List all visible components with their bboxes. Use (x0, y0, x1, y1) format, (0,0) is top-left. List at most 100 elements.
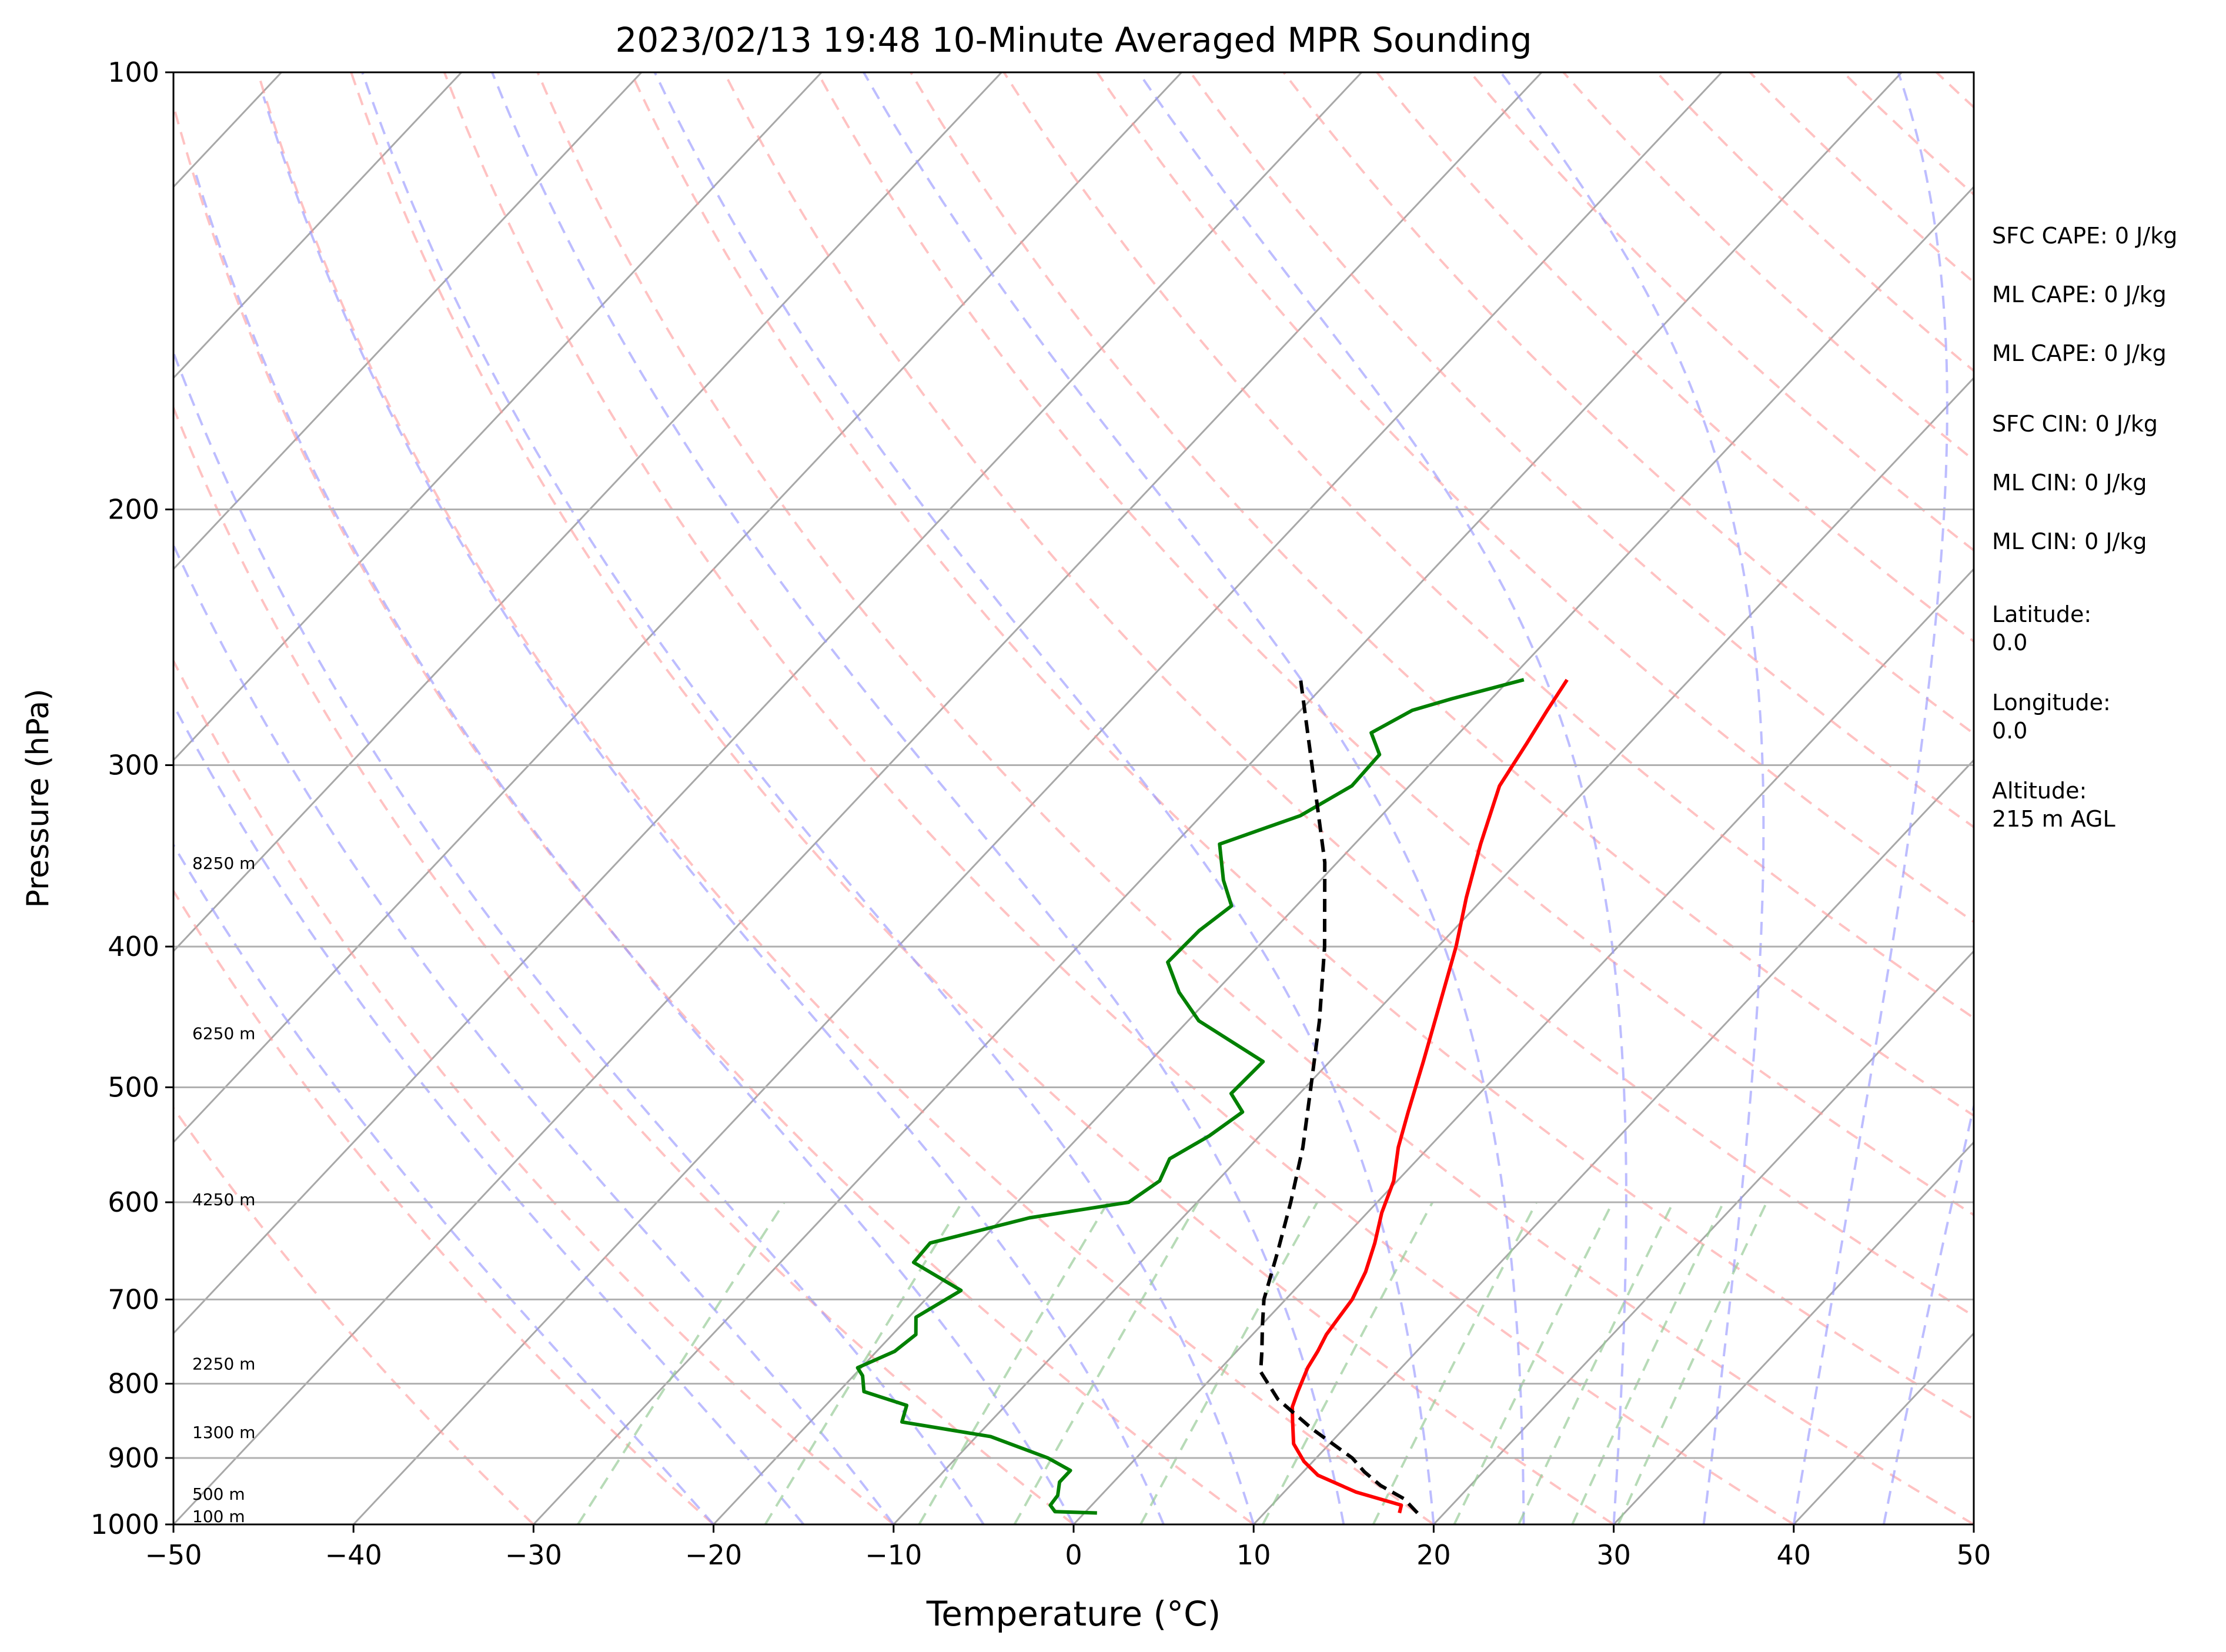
longitude-value: 0.0 (1992, 718, 2027, 744)
moist-adiabat-line (863, 72, 1525, 1524)
x-tick-label: 0 (1065, 1539, 1082, 1571)
moist-adiabat-line (1137, 72, 1627, 1524)
isotherm-line (1072, 567, 1974, 1524)
y-axis-title: Pressure (hPa) (21, 689, 56, 908)
x-tick-label: 40 (1777, 1539, 1811, 1571)
dry-adiabat-line (816, 72, 1974, 1216)
height-label: 6250 m (192, 1024, 255, 1044)
x-tick-label: −20 (685, 1539, 742, 1571)
mixing-ratio-line (1262, 1202, 1434, 1524)
y-tick-label: 300 (108, 749, 159, 781)
y-tick-label: 100 (108, 56, 159, 88)
dewpoint-line (855, 678, 1525, 1515)
ml-cape-text: ML CAPE: 0 J/kg (1992, 282, 2167, 307)
mixing-ratio-line (1139, 1202, 1319, 1524)
y-tick-label: 700 (108, 1283, 159, 1315)
mixing-ratio-line (1571, 1202, 1725, 1524)
ml-cape-text-2: ML CAPE: 0 J/kg (1992, 340, 2167, 366)
moist-adiabat-line (1792, 72, 1948, 1524)
x-axis-title: Temperature (°C) (926, 1594, 1221, 1634)
dry-adiabat-line (536, 72, 1974, 1524)
isotherm-line (1613, 1141, 1974, 1524)
dry-adiabat-line (1189, 72, 1974, 829)
dry-adiabat-line (1469, 72, 1974, 552)
isotherm-line (173, 72, 643, 571)
sfc-cape-text: SFC CAPE: 0 J/kg (1992, 223, 2177, 249)
sfc-cin-text: SFC CIN: 0 J/kg (1992, 411, 2158, 437)
moist-adiabat-line (173, 842, 715, 1524)
x-tick-label: −10 (865, 1539, 922, 1571)
height-label: 2250 m (192, 1354, 255, 1373)
x-tick-label: −50 (145, 1539, 202, 1571)
series-group (855, 678, 1569, 1515)
dry-adiabat-line (443, 72, 1794, 1524)
y-tick-label: 800 (108, 1368, 159, 1400)
dry-adiabat-line (173, 658, 895, 1524)
isotherm-line (173, 72, 462, 380)
dry-adiabat-line (723, 72, 1974, 1317)
x-axis: −50 −40 −30 −20 −10 0 10 20 30 40 50 (145, 1524, 1991, 1571)
isotherm-line (893, 376, 1974, 1524)
x-tick-label: 20 (1416, 1539, 1451, 1571)
isotherm-line (353, 72, 1723, 1524)
latitude-value: 0.0 (1992, 630, 2027, 656)
mixing-ratio-line (1372, 1202, 1538, 1524)
x-tick-label: 50 (1957, 1539, 1991, 1571)
y-tick-label: 600 (108, 1186, 159, 1218)
side-panel: SFC CAPE: 0 J/kg ML CAPE: 0 J/kg ML CAPE… (1992, 223, 2177, 832)
dry-adiabat-line (1376, 72, 1974, 643)
y-tick-label: 500 (108, 1071, 159, 1103)
y-tick-label: 200 (108, 494, 159, 526)
pressure-grid (173, 509, 1974, 1459)
isotherm-line (1253, 758, 1974, 1524)
y-tick-label: 900 (108, 1442, 159, 1474)
temperature-line (1291, 678, 1569, 1514)
moist-adiabat-line (653, 72, 1435, 1524)
background-lines (173, 72, 1974, 1524)
altitude-label: Altitude: (1992, 778, 2087, 804)
isotherm-line (1433, 949, 1974, 1524)
latitude-label: Latitude: (1992, 601, 2091, 627)
dry-adiabat-line (1562, 72, 1974, 462)
ml-cin-text-2: ML CIN: 0 J/kg (1992, 529, 2147, 554)
isotherm-line (173, 72, 823, 762)
mixing-ratio-line (1013, 1201, 1199, 1524)
dry-adiabat-line (1282, 72, 1974, 735)
dry-adiabat-line (173, 101, 1255, 1524)
dry-adiabat-line (350, 72, 1615, 1524)
dry-adiabat-line (256, 72, 1435, 1524)
isotherm-line (173, 72, 1182, 1144)
height-label: 4250 m (192, 1190, 255, 1209)
height-label: 1300 m (192, 1423, 255, 1442)
mixing-ratio-line (1617, 1202, 1768, 1524)
isotherm-line (173, 72, 1362, 1335)
moist-adiabat-line (491, 72, 1345, 1524)
ml-cin-text: ML CIN: 0 J/kg (1992, 470, 2147, 496)
y-axis: 1000 900 800 700 600 500 400 300 200 100 (91, 56, 173, 1540)
moist-adiabat-line (173, 702, 805, 1524)
isotherm-line (173, 72, 1002, 953)
height-label: 8250 m (192, 854, 255, 873)
parcel-line (1259, 679, 1419, 1514)
height-labels: 8250 m 6250 m 4250 m 2250 m 1300 m 500 m 100 m (192, 854, 255, 1526)
dry-adiabat-line (173, 404, 1075, 1524)
x-tick-label: −30 (505, 1539, 562, 1571)
dry-adiabat-line (1096, 72, 1974, 924)
x-tick-label: 30 (1596, 1539, 1631, 1571)
chart-title: 2023/02/13 19:48 10-Minute Averaged MPR … (615, 20, 1532, 60)
longitude-label: Longitude: (1992, 690, 2111, 715)
height-label: 100 m (192, 1507, 245, 1526)
moist-adiabat-line (1499, 72, 1765, 1524)
altitude-value: 215 m AGL (1992, 806, 2115, 832)
dry-adiabat-line (1656, 72, 1974, 373)
isotherm-line (533, 72, 1903, 1524)
isotherm-line (713, 185, 1974, 1524)
y-tick-label: 1000 (91, 1509, 159, 1540)
moist-adiabat-line (173, 349, 985, 1524)
y-tick-label: 400 (108, 931, 159, 962)
height-label: 500 m (192, 1484, 245, 1504)
mixing-ratio-line (1453, 1202, 1614, 1524)
moist-adiabat-line (193, 169, 1075, 1524)
